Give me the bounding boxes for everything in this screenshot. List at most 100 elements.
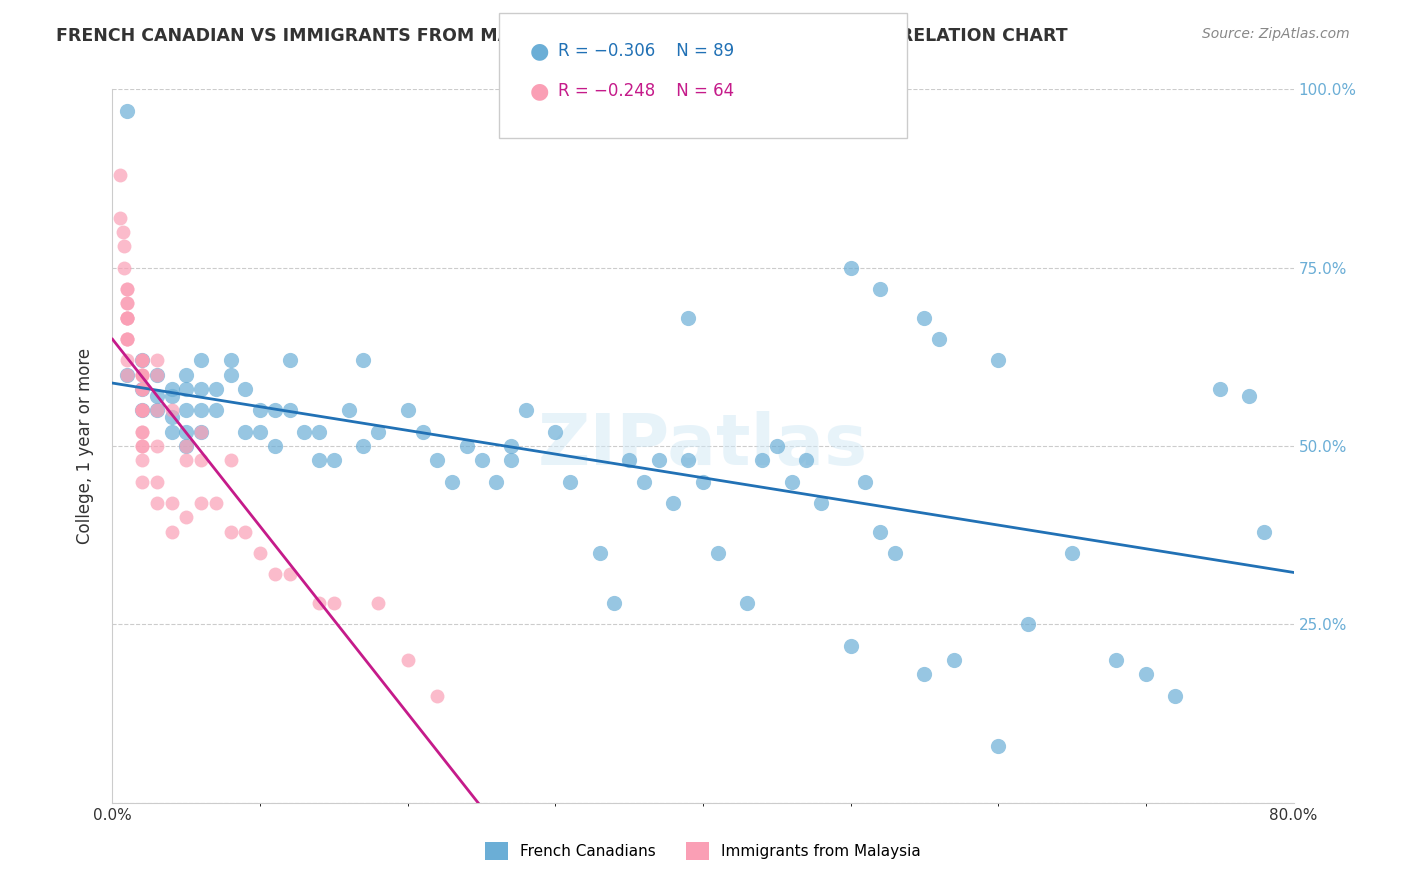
Point — [249, 403, 271, 417]
Point — [441, 475, 464, 489]
Point — [501, 453, 523, 467]
Point — [839, 260, 862, 275]
Point — [117, 103, 138, 118]
Point — [928, 332, 950, 346]
Text: ●: ● — [530, 81, 550, 101]
Point — [367, 425, 389, 439]
Point — [190, 403, 212, 417]
Point — [678, 310, 700, 325]
Point — [249, 425, 271, 439]
Point — [233, 382, 256, 396]
Point — [146, 403, 169, 417]
Point — [131, 353, 153, 368]
Point — [146, 353, 169, 368]
Point — [352, 353, 374, 368]
Point — [146, 496, 169, 510]
Point — [839, 639, 862, 653]
Point — [146, 389, 169, 403]
Point — [278, 403, 301, 417]
Point — [396, 403, 419, 417]
Point — [796, 453, 818, 467]
Point — [485, 475, 508, 489]
Y-axis label: College, 1 year or more: College, 1 year or more — [76, 348, 94, 544]
Point — [174, 382, 197, 396]
Point — [264, 403, 287, 417]
Point — [249, 546, 271, 560]
Point — [308, 425, 330, 439]
Point — [501, 439, 523, 453]
Point — [751, 453, 773, 467]
Point — [117, 296, 138, 310]
Point — [117, 282, 138, 296]
Point — [131, 353, 153, 368]
Point — [190, 496, 212, 510]
Point — [1239, 389, 1261, 403]
Point — [117, 332, 138, 346]
Point — [111, 225, 134, 239]
Point — [1164, 689, 1187, 703]
Point — [190, 425, 212, 439]
Point — [219, 353, 242, 368]
Point — [117, 296, 138, 310]
Point — [780, 475, 803, 489]
Point — [174, 510, 197, 524]
Point — [131, 382, 153, 396]
Point — [131, 403, 153, 417]
Point — [131, 368, 153, 382]
Point — [117, 310, 138, 325]
Point — [205, 403, 228, 417]
Point — [456, 439, 478, 453]
Point — [766, 439, 789, 453]
Point — [1208, 382, 1232, 396]
Point — [112, 239, 135, 253]
Point — [190, 425, 212, 439]
Point — [737, 596, 759, 610]
Point — [131, 403, 153, 417]
Point — [174, 403, 197, 417]
Point — [146, 475, 169, 489]
Text: ZIPatlas: ZIPatlas — [538, 411, 868, 481]
Point — [219, 453, 242, 467]
Point — [233, 524, 256, 539]
Point — [117, 310, 138, 325]
Point — [308, 596, 330, 610]
Point — [174, 368, 197, 382]
Point — [264, 567, 287, 582]
Point — [219, 368, 242, 382]
Text: ●: ● — [530, 41, 550, 61]
Point — [1253, 524, 1275, 539]
Point — [205, 496, 228, 510]
Point — [278, 353, 301, 368]
Point — [396, 653, 419, 667]
Point — [323, 453, 346, 467]
Point — [117, 368, 138, 382]
Point — [131, 403, 153, 417]
Point — [352, 439, 374, 453]
Point — [131, 382, 153, 396]
Point — [117, 282, 138, 296]
Point — [160, 410, 183, 425]
Point — [131, 403, 153, 417]
Point — [174, 453, 197, 467]
Point — [914, 667, 936, 681]
Point — [160, 496, 183, 510]
Point — [233, 425, 256, 439]
Point — [160, 382, 183, 396]
Point — [942, 653, 965, 667]
Point — [112, 260, 135, 275]
Point — [131, 353, 153, 368]
Point — [117, 310, 138, 325]
Legend: French Canadians, Immigrants from Malaysia: French Canadians, Immigrants from Malays… — [478, 836, 928, 866]
Point — [117, 332, 138, 346]
Point — [662, 496, 685, 510]
Point — [264, 439, 287, 453]
Point — [588, 546, 610, 560]
Point — [869, 524, 891, 539]
Point — [426, 453, 449, 467]
Point — [131, 439, 153, 453]
Point — [117, 332, 138, 346]
Text: R = −0.306    N = 89: R = −0.306 N = 89 — [558, 42, 734, 60]
Point — [131, 353, 153, 368]
Point — [160, 389, 183, 403]
Point — [810, 496, 832, 510]
